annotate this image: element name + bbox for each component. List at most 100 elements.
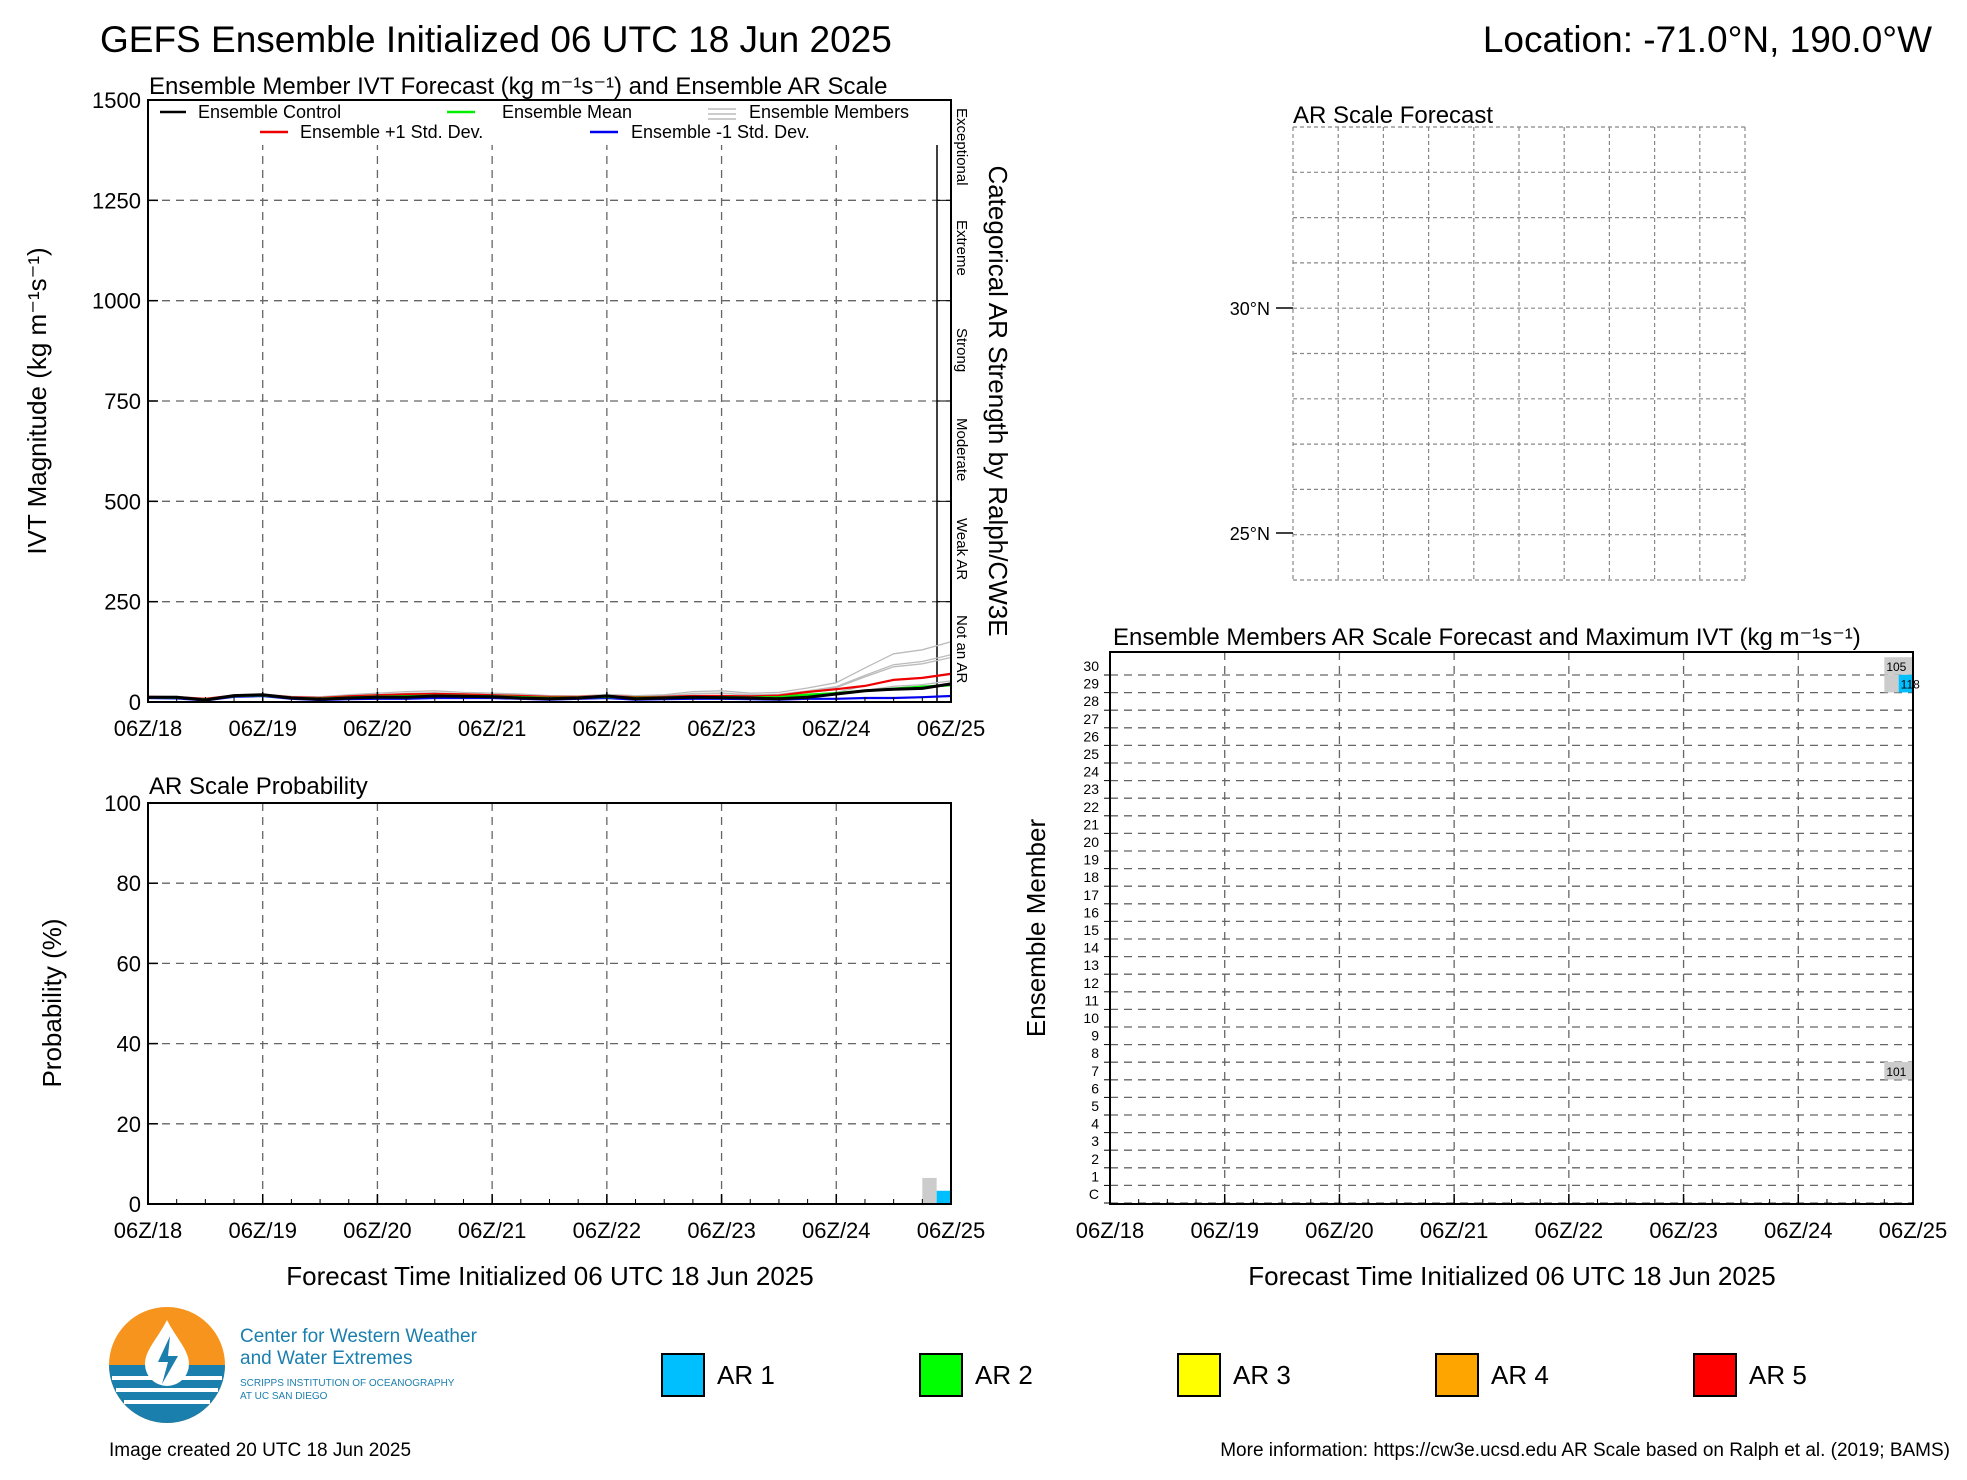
y-tick-label: 80	[117, 871, 141, 896]
logo-text-line2: and Water Extremes	[240, 1348, 412, 1369]
y-tick-label: 23	[1083, 781, 1099, 797]
probability-x-axis-label: Forecast Time Initialized 06 UTC 18 Jun …	[286, 1261, 813, 1291]
ar3-swatch	[1177, 1353, 1221, 1397]
figure-title: GEFS Ensemble Initialized 06 UTC 18 Jun …	[100, 19, 892, 60]
y-tick-label: 250	[104, 590, 141, 615]
ar-map-panel: AR Scale Forecast 30°N 25°N	[1230, 102, 1746, 581]
ivt-y-axis: 0 250 500 750 1000 1250 1500	[92, 88, 158, 715]
y-tick-label: C	[1089, 1186, 1099, 1202]
logo-text-line3: SCRIPPS INSTITUTION OF OCEANOGRAPHY	[240, 1378, 455, 1389]
location-label: Location: -71.0°N, 190.0°W	[1483, 19, 1932, 60]
y-tick-label: 60	[117, 951, 141, 976]
x-tick-label: 06Z/23	[1649, 1218, 1718, 1243]
lightning-icon	[158, 1336, 178, 1384]
category-strong: Strong	[953, 328, 970, 372]
probability-y-axis-label: Probability (%)	[37, 918, 67, 1087]
x-tick-label: 06Z/22	[573, 1218, 642, 1243]
logo-text-line4: AT UC SAN DIEGO	[240, 1391, 328, 1402]
x-tick-label: 06Z/24	[802, 716, 871, 741]
x-tick-label: 06Z/21	[1420, 1218, 1489, 1243]
y-tick-label: 0	[129, 690, 141, 715]
y-tick-label: 17	[1083, 887, 1099, 903]
lat-label-25n: 25°N	[1230, 524, 1270, 544]
ar4-label: AR 4	[1491, 1360, 1549, 1390]
member-cell-ar1	[1898, 674, 1913, 693]
legend-label-minus-sd: Ensemble -1 Std. Dev.	[631, 122, 810, 142]
ivt-series-lines	[147, 641, 952, 702]
y-tick-label: 28	[1083, 693, 1099, 709]
x-tick-label: 06Z/24	[1764, 1218, 1833, 1243]
y-tick-label: 30	[1083, 658, 1099, 674]
y-tick-label: 4	[1091, 1116, 1099, 1132]
y-tick-label: 100	[104, 791, 141, 816]
probability-plot-frame	[147, 802, 952, 1205]
x-tick-label: 06Z/25	[917, 716, 986, 741]
y-tick-label: 8	[1091, 1045, 1099, 1061]
y-tick-label: 24	[1083, 764, 1099, 780]
y-tick-label: 20	[117, 1112, 141, 1137]
ar5-label: AR 5	[1749, 1360, 1807, 1390]
x-tick-label: 06Z/21	[458, 716, 527, 741]
y-tick-label: 5	[1091, 1098, 1099, 1114]
legend-label-members: Ensemble Members	[749, 102, 909, 122]
y-tick-label: 27	[1083, 711, 1099, 727]
more-info-note: More information: https://cw3e.ucsd.edu …	[1220, 1440, 1950, 1461]
y-tick-label: 7	[1091, 1063, 1099, 1079]
image-created-note: Image created 20 UTC 18 Jun 2025	[109, 1440, 411, 1461]
ar3-label: AR 3	[1233, 1360, 1291, 1390]
y-tick-label: 22	[1083, 799, 1099, 815]
ar-map-title: AR Scale Forecast	[1293, 102, 1493, 129]
ar-scale-legend: AR 1 AR 2 AR 3 AR 4 AR 5	[661, 1353, 1807, 1397]
category-moderate: Moderate	[953, 418, 970, 481]
members-x-axis-label: Forecast Time Initialized 06 UTC 18 Jun …	[1248, 1261, 1775, 1291]
y-tick-label: 19	[1083, 852, 1099, 868]
x-tick-label: 06Z/22	[573, 716, 642, 741]
ar4-swatch	[1435, 1353, 1479, 1397]
x-tick-label: 06Z/20	[1305, 1218, 1374, 1243]
ivt-ar-category-band	[936, 100, 951, 702]
ivt-plot-frame	[147, 99, 952, 703]
ar-strength-axis-label: Categorical AR Strength by Ralph/CW3E	[983, 165, 1013, 636]
members-y-axis-label: Ensemble Member	[1021, 819, 1051, 1038]
x-tick-label: 06Z/20	[343, 1218, 412, 1243]
probability-bars	[922, 1177, 951, 1204]
x-tick-label: 06Z/22	[1535, 1218, 1604, 1243]
cw3e-logo: Center for Western Weather and Water Ext…	[109, 1307, 478, 1423]
ivt-x-axis: 06Z/18 06Z/19 06Z/20 06Z/21 06Z/22 06Z/23 06Z/…	[114, 692, 986, 741]
probability-bar-below_ar	[922, 1177, 937, 1204]
members-plot-frame	[1109, 651, 1914, 1205]
x-tick-label: 06Z/21	[458, 1218, 527, 1243]
ivt-panel: 0 250 500 750 1000 1250 1500 06Z/18 06Z/19 06Z/2…	[22, 73, 1013, 741]
x-tick-label: 06Z/23	[687, 1218, 756, 1243]
x-tick-label: 06Z/18	[114, 1218, 183, 1243]
members-chart-title: Ensemble Members AR Scale Forecast and M…	[1113, 624, 1861, 651]
members-grid	[1110, 652, 1913, 1204]
y-tick-label: 1250	[92, 188, 141, 213]
ivt-y-axis-label: IVT Magnitude (kg m⁻¹s⁻¹)	[22, 247, 52, 554]
logo-text-line1: Center for Western Weather	[240, 1326, 478, 1347]
y-tick-label: 6	[1091, 1080, 1099, 1096]
y-tick-label: 14	[1083, 940, 1099, 956]
member-cell-below_ar	[1884, 657, 1913, 675]
member-max-ivt-label: 101	[1886, 1065, 1906, 1079]
ar1-swatch	[661, 1353, 705, 1397]
y-tick-label: 11	[1084, 992, 1099, 1008]
category-not-an-ar: Not an AR	[953, 615, 970, 684]
ar-map-grid	[1292, 126, 1746, 581]
member-cell-below_ar	[1884, 674, 1899, 693]
y-tick-label: 40	[117, 1032, 141, 1057]
category-exceptional: Exceptional	[953, 108, 970, 186]
ar5-swatch	[1693, 1353, 1737, 1397]
legend-label-mean: Ensemble Mean	[502, 102, 632, 122]
ivt-grid	[148, 100, 951, 702]
probability-x-axis: 06Z/18 06Z/19 06Z/20 06Z/21 06Z/22 06Z/23 06Z/…	[114, 1194, 985, 1243]
legend-label-control: Ensemble Control	[198, 102, 341, 122]
y-tick-label: 1000	[92, 289, 141, 314]
y-tick-label: 1	[1091, 1168, 1099, 1184]
y-tick-label: 500	[104, 489, 141, 514]
y-tick-label: 10	[1083, 1010, 1099, 1026]
y-tick-label: 18	[1083, 869, 1099, 885]
